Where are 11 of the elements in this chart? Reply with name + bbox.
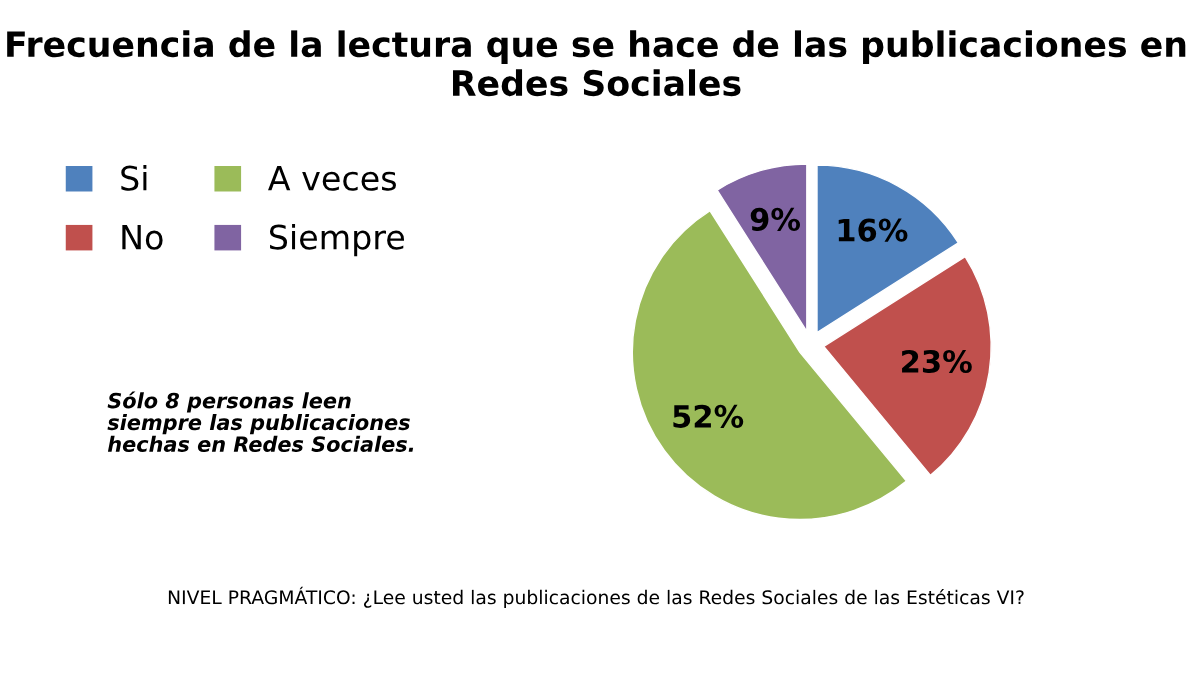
data-label: 9% [750,207,801,231]
data-label: 23% [902,349,972,374]
text: NIVEL PRAGMÁTICO: ¿Lee usted las publicaciones de las Redes Sociales de las Estéticas VI? [168,586,1024,608]
text: Sólo 8 personas leen siempre las publicaciones hechas en Redes Sociales. [107,391,414,452]
legend-label: Siempre [269,223,405,257]
chart-title: Frecuencia de la lectura que se hace de las publicaciones en Redes Sociales [7,30,1186,97]
data-label: 52% [673,404,744,428]
legend-label: Si [121,165,147,191]
data-label: 16% [838,218,908,242]
legend-label: A veces [268,166,396,191]
legend-label: No [122,224,163,250]
